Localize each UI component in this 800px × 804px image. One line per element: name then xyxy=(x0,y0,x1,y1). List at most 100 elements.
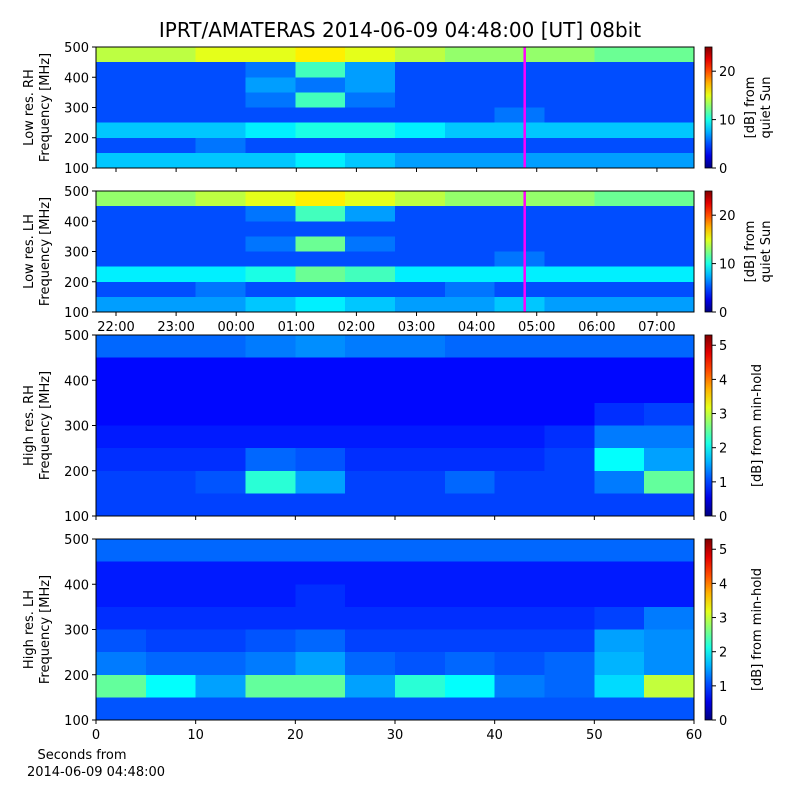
heat-cell xyxy=(195,425,247,449)
y-tick-label: 200 xyxy=(64,465,89,480)
heat-cell xyxy=(494,584,546,608)
colorbar-tick-label: 3 xyxy=(719,408,727,423)
heat-cell xyxy=(494,402,546,427)
heat-cell xyxy=(145,191,197,207)
heat-cell xyxy=(644,92,695,109)
heat-cell xyxy=(295,493,346,517)
heat-cell xyxy=(594,697,645,721)
heat-cell xyxy=(295,77,346,93)
heat-cell xyxy=(395,251,446,268)
heat-cell xyxy=(295,281,346,298)
heat-cell xyxy=(195,697,247,721)
heat-cell xyxy=(295,697,346,721)
y-tick-label: 300 xyxy=(64,246,89,261)
heat-cell xyxy=(594,674,645,698)
y-tick-label: 500 xyxy=(64,185,89,200)
heat-cell xyxy=(395,425,446,449)
heat-cell xyxy=(295,629,346,653)
heat-cell xyxy=(295,152,346,169)
y-tick-label: 400 xyxy=(64,71,89,86)
heat-cell xyxy=(544,674,595,698)
heat-cell xyxy=(494,221,546,237)
heat-cell xyxy=(544,206,595,222)
heat-cell xyxy=(544,137,595,154)
heat-cell xyxy=(345,47,396,63)
heat-cell xyxy=(145,561,197,585)
x-tick-label: 22:00 xyxy=(97,320,134,335)
colorbar-tick-label: 0 xyxy=(719,510,727,525)
heat-cell xyxy=(245,448,296,472)
heat-cell xyxy=(145,584,197,608)
heat-cell xyxy=(444,62,496,78)
heat-cell xyxy=(96,697,147,721)
heat-cell xyxy=(594,107,645,124)
heat-cell xyxy=(245,137,296,154)
heat-cell xyxy=(594,296,645,313)
y-tick-label: 300 xyxy=(64,102,89,117)
heat-cell xyxy=(295,266,346,283)
heat-cell xyxy=(395,493,446,517)
heat-cell xyxy=(345,561,396,585)
heat-cell xyxy=(644,584,695,608)
heat-cell xyxy=(594,425,645,449)
heat-cell xyxy=(245,251,296,268)
heat-cell xyxy=(345,674,396,698)
y-label-line: High res. LH xyxy=(22,590,37,669)
colorbar-tick-label: 4 xyxy=(719,577,727,592)
heat-cell xyxy=(295,92,346,109)
heat-cell xyxy=(395,92,446,109)
heat-cell xyxy=(395,448,446,472)
heat-cell xyxy=(295,470,346,494)
heat-cell xyxy=(345,281,396,298)
heat-cell xyxy=(594,448,645,472)
y-tick-label: 200 xyxy=(64,132,89,147)
heat-cell xyxy=(245,539,296,563)
colorbar-tick-label: 4 xyxy=(719,373,727,388)
heat-cell xyxy=(444,137,496,154)
heat-cell xyxy=(245,493,296,517)
heat-cell xyxy=(295,539,346,563)
heat-cell xyxy=(395,236,446,253)
heat-cell xyxy=(245,335,296,359)
heat-cell xyxy=(544,539,595,563)
heat-cell xyxy=(544,107,595,124)
heat-cell xyxy=(644,221,695,237)
heat-cell xyxy=(96,191,147,207)
x-tick-label: 0 xyxy=(92,728,100,743)
heat-cell xyxy=(395,584,446,608)
x-tick-label: 50 xyxy=(586,728,603,743)
colorbar xyxy=(704,190,713,313)
heat-cell xyxy=(145,92,197,109)
heat-cell xyxy=(195,539,247,563)
colorbar-tick-label: 5 xyxy=(719,339,727,354)
heat-cell xyxy=(195,251,247,268)
heat-cell xyxy=(145,107,197,124)
colorbar-label: [dB] from min-hold xyxy=(750,568,765,691)
heat-cell xyxy=(345,107,396,124)
heat-cell xyxy=(96,402,147,427)
heat-cell xyxy=(195,107,247,124)
y-tick-label: 500 xyxy=(64,329,89,344)
heat-cell xyxy=(345,425,396,449)
heat-cell xyxy=(295,448,346,472)
heat-cell xyxy=(245,402,296,427)
heat-cell xyxy=(544,335,595,359)
y-tick-label: 100 xyxy=(64,306,89,321)
heat-cell xyxy=(444,448,496,472)
heat-cell xyxy=(395,561,446,585)
heat-cell xyxy=(96,674,147,698)
heat-cell xyxy=(395,697,446,721)
heat-cell xyxy=(544,493,595,517)
heat-cell xyxy=(245,62,296,78)
y-label-line: Frequency [MHz] xyxy=(38,575,53,684)
heat-cell xyxy=(594,652,645,676)
heat-cell xyxy=(345,357,396,381)
colorbar-label-line: [dB] from xyxy=(743,221,758,283)
heat-cell xyxy=(594,221,645,237)
heat-cell xyxy=(444,561,496,585)
heat-cell xyxy=(444,674,496,698)
heat-cell xyxy=(195,606,247,631)
heat-cell xyxy=(594,402,645,427)
heat-cell xyxy=(644,652,695,676)
heat-cell xyxy=(96,584,147,608)
